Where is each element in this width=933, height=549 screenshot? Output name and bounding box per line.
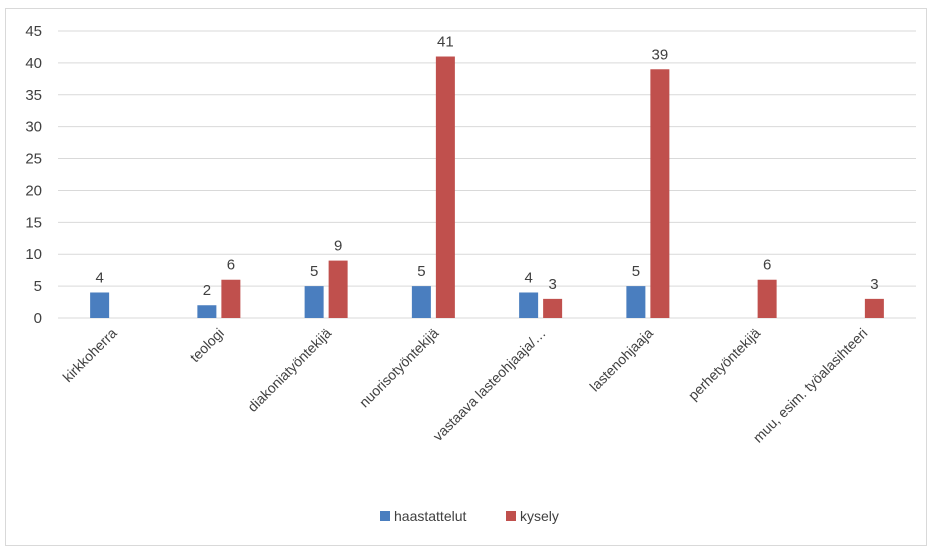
- data-label: 5: [632, 263, 640, 280]
- legend-label-haastattelut: haastattelut: [394, 508, 466, 524]
- category-label: muu, esim. työalasihteeri: [750, 325, 871, 446]
- bar-haastattelut: [90, 292, 110, 318]
- category-label: lastenohjaaja: [586, 325, 656, 395]
- data-label: 41: [437, 34, 454, 51]
- bars: [90, 56, 884, 319]
- bar-kysely: [543, 298, 563, 318]
- bar-kysely: [757, 279, 777, 318]
- bar-haastattelut: [197, 305, 217, 318]
- category-label: teologi: [187, 325, 227, 365]
- data-label: 4: [524, 269, 532, 286]
- y-tick-label: 35: [25, 87, 42, 104]
- category-label: diakoniatyöntekijä: [244, 325, 334, 415]
- y-tick-label: 20: [25, 182, 42, 199]
- category-labels: kirkkoherra teologi diakoniatyöntekijä nuor…: [59, 325, 870, 446]
- y-tick-label: 5: [34, 278, 42, 295]
- data-labels: 4 2 5 5 4 5 6 9 41 3 39 6 3: [95, 34, 878, 300]
- y-tick-label: 0: [34, 310, 42, 327]
- data-label: 6: [227, 257, 235, 274]
- data-label: 5: [310, 263, 318, 280]
- category-label: perhetyöntekijä: [685, 325, 764, 404]
- data-label: 6: [763, 257, 771, 274]
- data-label: 4: [95, 269, 103, 286]
- y-axis-ticks: 0 5 10 15 20 25 30 35 40 45: [25, 23, 42, 327]
- legend-swatch-kysely: [506, 511, 516, 521]
- data-label: 9: [334, 238, 342, 255]
- y-tick-label: 45: [25, 23, 42, 40]
- data-label: 5: [417, 263, 425, 280]
- data-label: 3: [548, 276, 556, 293]
- data-label: 2: [203, 282, 211, 299]
- category-label: vastaava lasteohjaaja/…: [430, 325, 549, 444]
- data-label: 39: [652, 46, 669, 63]
- bar-kysely: [650, 69, 670, 319]
- legend-label-kysely: kysely: [520, 508, 559, 524]
- legend: haastattelut kysely: [380, 508, 559, 524]
- bar-haastattelut: [519, 292, 539, 318]
- data-label: 3: [870, 276, 878, 293]
- y-tick-label: 10: [25, 246, 42, 263]
- category-label: kirkkoherra: [59, 325, 119, 385]
- bar-kysely: [435, 56, 455, 319]
- bar-kysely: [328, 260, 348, 318]
- bar-kysely: [864, 298, 884, 318]
- bar-haastattelut: [304, 286, 324, 318]
- y-tick-label: 40: [25, 55, 42, 72]
- gridlines: [58, 30, 916, 319]
- y-tick-label: 30: [25, 119, 42, 136]
- bar-kysely: [221, 279, 241, 318]
- legend-swatch-haastattelut: [380, 511, 390, 521]
- y-tick-label: 15: [25, 214, 42, 231]
- y-tick-label: 25: [25, 151, 42, 168]
- chart-frame: [5, 8, 927, 546]
- bar-haastattelut: [411, 286, 431, 318]
- category-label: nuorisotyöntekijä: [356, 325, 442, 411]
- bar-haastattelut: [626, 286, 646, 318]
